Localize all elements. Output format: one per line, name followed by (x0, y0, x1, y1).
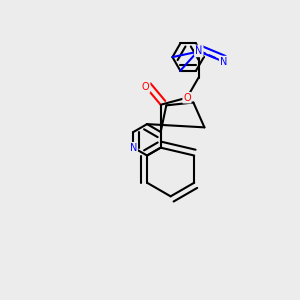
Text: N: N (220, 56, 227, 67)
Text: O: O (183, 93, 191, 103)
Text: N: N (130, 143, 137, 153)
Text: N: N (195, 46, 202, 56)
Text: O: O (142, 82, 150, 92)
Text: N: N (195, 46, 203, 56)
